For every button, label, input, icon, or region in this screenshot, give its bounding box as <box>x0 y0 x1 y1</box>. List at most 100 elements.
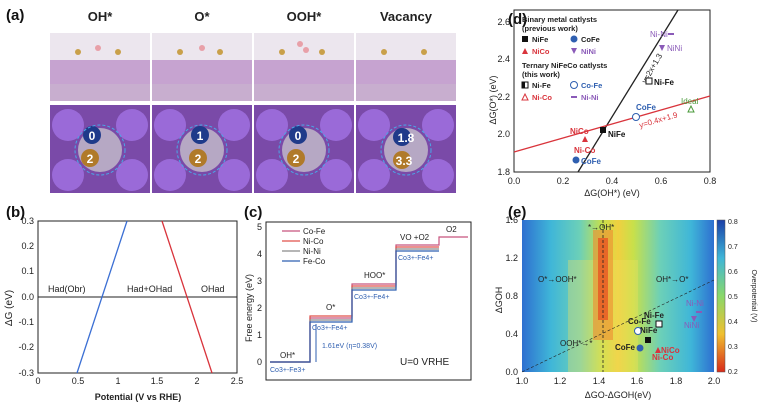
y-axis-label: ΔGOH <box>494 287 504 314</box>
legend-entry: NiFe <box>532 35 548 44</box>
y-tick: -0.1 <box>18 317 34 327</box>
y-tick: 1 <box>257 330 262 340</box>
panel-c: (c) Free energy (eV) 0 1 2 3 4 5 Co-Fe N… <box>240 200 490 411</box>
site-top-value: 0 <box>89 129 96 143</box>
legend-title: Ternary NiFeCo catlysts <box>522 61 607 70</box>
y-ticks: 0 1 2 3 4 5 <box>257 222 262 367</box>
fit-line-red <box>513 95 711 153</box>
x-tick: 1.5 <box>151 376 164 386</box>
panel-d-chart: (d) ΔG(O*) (eV) 1.8 2.0 2.2 2.4 2.6 0.0 … <box>488 9 717 198</box>
panel-a-column-2: O* 1 2 <box>152 9 252 193</box>
site-bottom-value: 3.3 <box>396 154 413 168</box>
panel-a: (a) OH* 0 2 O* <box>0 0 470 195</box>
legend-title: Binary metal catlysts <box>522 15 597 24</box>
y-tick: 2.2 <box>497 92 510 102</box>
point-label: NiNi <box>684 321 699 330</box>
y-tick: 0.8 <box>505 291 518 301</box>
point-nini <box>659 45 665 51</box>
point-label: Co-Fe <box>628 317 651 326</box>
x-tick: 2.0 <box>708 376 721 386</box>
cb-tick: 0.6 <box>728 269 738 276</box>
cb-tick: 0.3 <box>728 344 738 351</box>
y-tick: 0.3 <box>21 216 34 226</box>
y-tick: 2 <box>257 303 262 313</box>
legend-entry: Co-Fe <box>581 81 602 90</box>
step-label-hoo: HOO* <box>364 271 385 280</box>
panel-e: (e) ΔGOH *→OH* O*→OOH* OH*→O* OOH*→* 0.0… <box>488 200 759 411</box>
legend-entry: CoFe <box>581 35 600 44</box>
panel-a-column-1: OH* 0 2 <box>50 9 150 193</box>
y-tick: 0.4 <box>505 329 518 339</box>
site-top-value: 1.8 <box>398 131 415 145</box>
ox-state-label: Co3+-Fe4+ <box>354 294 389 301</box>
panel-b: (b) ΔG (eV) 0.3 0.2 0.1 0.0 -0.1 -0.2 -0… <box>0 200 250 411</box>
ox-state-label: Co3+-Fe3+ <box>270 367 305 374</box>
x-ticks: 1.0 1.2 1.4 1.6 1.8 2.0 <box>516 376 721 386</box>
cb-tick: 0.7 <box>728 244 738 251</box>
x-tick: 0.8 <box>704 176 717 186</box>
panel-a-figure: (a) OH* 0 2 O* <box>6 7 456 193</box>
blue-equilibrium-line <box>76 220 128 374</box>
x-tick: 2.5 <box>231 376 244 386</box>
panel-a-column-3: OOH* 0 2 <box>254 9 354 193</box>
y-ticks: 0.3 0.2 0.1 0.0 -0.1 -0.2 -0.3 <box>18 216 34 378</box>
x-tick: 2 <box>194 376 199 386</box>
point-label: CoFe <box>636 103 657 112</box>
region-label: OOH*→* <box>560 339 592 348</box>
legend-entry: Co-Fe <box>303 227 326 236</box>
fit-line-black <box>577 9 679 173</box>
point-label: NiFe <box>608 130 626 139</box>
legend-entry: Ni-Co <box>532 93 552 102</box>
point-nico <box>582 136 588 142</box>
point-label: Ni-Fe <box>644 311 665 320</box>
region-label-mid: Had+OHad <box>127 284 172 294</box>
region-label: *→OH* <box>588 223 614 232</box>
y-tick: 2.6 <box>497 17 510 27</box>
x-tick: 0.5 <box>72 376 85 386</box>
point-label: NiFe <box>640 326 658 335</box>
point-label: Ni-Co <box>574 146 595 155</box>
point-label: Ni-Ni <box>686 299 704 308</box>
x-tick: 1.6 <box>631 376 644 386</box>
point-label: Ideal <box>681 97 699 106</box>
panel-e-label: (e) <box>508 204 526 221</box>
point-cofe <box>636 344 644 352</box>
cb-tick: 0.2 <box>728 369 738 376</box>
x-ticks: 0.0 0.2 0.4 0.6 0.8 <box>508 176 717 186</box>
legend-subtitle: (this work) <box>522 70 560 79</box>
x-tick: 0.6 <box>655 176 668 186</box>
y-tick: 3 <box>257 276 262 286</box>
point-label: NiNi <box>667 44 682 53</box>
site-top-value: 0 <box>295 129 302 143</box>
point-label: CoFe <box>581 157 602 166</box>
step-label-o2: O2 <box>446 225 457 234</box>
colorbar <box>716 219 726 373</box>
y-tick: 4 <box>257 249 262 259</box>
point-nico <box>655 347 661 353</box>
y-axis-label: Free energy (eV) <box>244 274 254 342</box>
panel-b-chart: (b) ΔG (eV) 0.3 0.2 0.1 0.0 -0.1 -0.2 -0… <box>4 204 243 402</box>
legend-entry: Ni-Co <box>303 237 324 246</box>
point-ideal <box>687 104 695 113</box>
y-axis-label: ΔG(O*) (eV) <box>488 75 498 124</box>
point-nini <box>691 316 697 322</box>
legend-binary: Binary metal catlysts (previous work) Ni… <box>522 15 600 56</box>
point-cofe <box>572 156 580 164</box>
y-tick: 5 <box>257 222 262 232</box>
panel-a-label: (a) <box>6 7 24 24</box>
region-label-left: Had(Obr) <box>48 284 86 294</box>
heatmap-area <box>522 220 714 372</box>
fit-label-red: y=0.4x+1.9 <box>638 110 679 130</box>
x-tick: 1 <box>115 376 120 386</box>
y-tick: -0.3 <box>18 368 34 378</box>
point-ternary-cofe <box>634 327 642 335</box>
x-ticks: 0 0.5 1 1.5 2 2.5 <box>35 376 243 386</box>
y-tick: 0.2 <box>21 241 34 251</box>
y-tick: 2.0 <box>497 129 510 139</box>
x-tick: 0.4 <box>606 176 619 186</box>
point-label: Ni-Fe <box>654 78 675 87</box>
condition-label: U=0 VRHE <box>400 357 450 368</box>
colorbar-ticks: 0.8 0.7 0.6 0.5 0.4 0.3 0.2 <box>728 219 738 376</box>
limiting-boundary-2 <box>521 279 715 373</box>
red-equilibrium-line <box>161 220 213 374</box>
